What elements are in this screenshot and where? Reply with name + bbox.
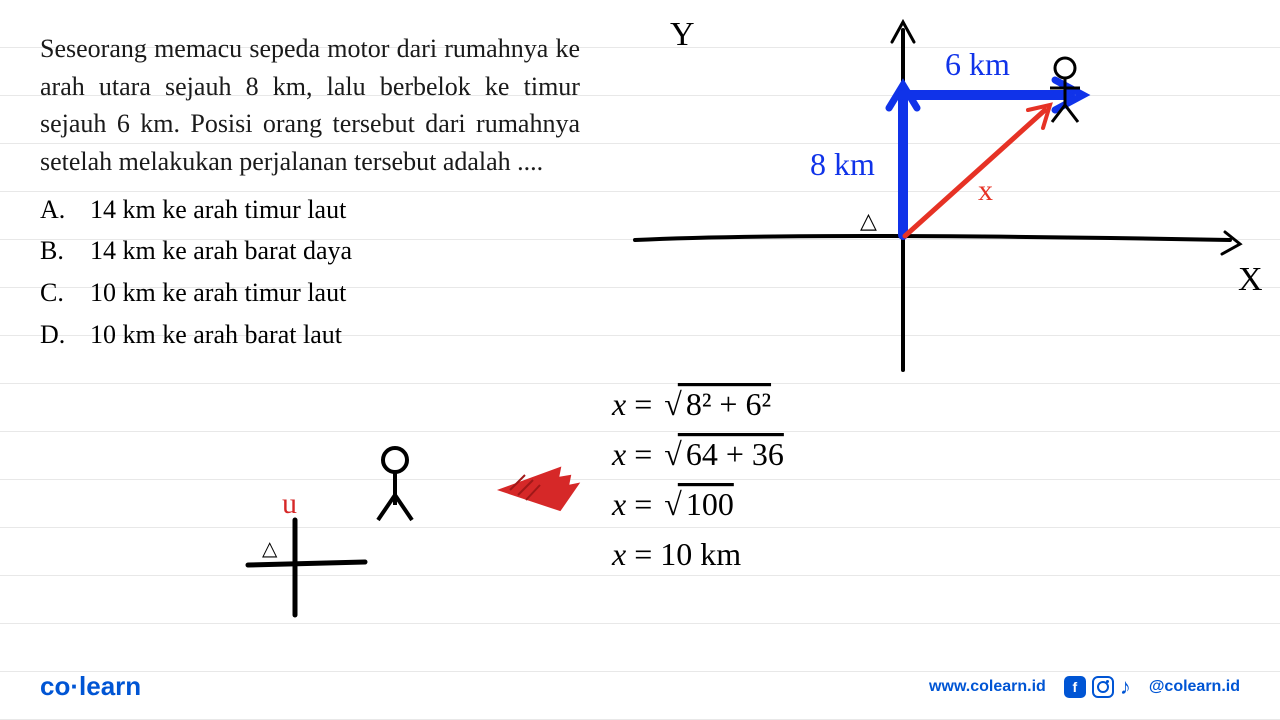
tiktok-icon: ♪ — [1120, 674, 1131, 700]
option-a: A. 14 km ke arah timur laut — [40, 189, 1240, 231]
footer: co·learn www.colearn.id f ♪ @colearn.id — [0, 671, 1280, 702]
facebook-icon: f — [1064, 676, 1086, 698]
footer-url: www.colearn.id — [929, 678, 1046, 696]
logo-dot: · — [70, 671, 79, 701]
opt-c-text: 10 km ke arah timur laut — [90, 272, 346, 314]
opt-d-text: 10 km ke arah barat laut — [90, 314, 342, 356]
opt-b-text: 14 km ke arah barat daya — [90, 230, 352, 272]
options-list: A. 14 km ke arah timur laut B. 14 km ke … — [40, 189, 1240, 355]
question-text: Seseorang memacu sepeda motor dari rumah… — [40, 30, 580, 181]
main-content: Seseorang memacu sepeda motor dari rumah… — [0, 0, 1280, 385]
opt-a-letter: A. — [40, 189, 70, 231]
social-icons: f ♪ — [1064, 674, 1131, 700]
opt-d-letter: D. — [40, 314, 70, 356]
opt-c-letter: C. — [40, 272, 70, 314]
logo-co: co — [40, 671, 70, 701]
option-b: B. 14 km ke arah barat daya — [40, 230, 1240, 272]
opt-a-text: 14 km ke arah timur laut — [90, 189, 346, 231]
instagram-icon — [1092, 676, 1114, 698]
footer-right: www.colearn.id f ♪ @colearn.id — [929, 674, 1240, 700]
option-c: C. 10 km ke arah timur laut — [40, 272, 1240, 314]
q-pre: Seseorang memacu sepeda motor dari rumah… — [40, 34, 555, 63]
footer-handle: @colearn.id — [1149, 678, 1240, 696]
option-d: D. 10 km ke arah barat laut — [40, 314, 1240, 356]
opt-b-letter: B. — [40, 230, 70, 272]
logo: co·learn — [40, 671, 141, 702]
logo-learn: learn — [79, 671, 141, 701]
q-mid: , lalu — [306, 72, 380, 101]
